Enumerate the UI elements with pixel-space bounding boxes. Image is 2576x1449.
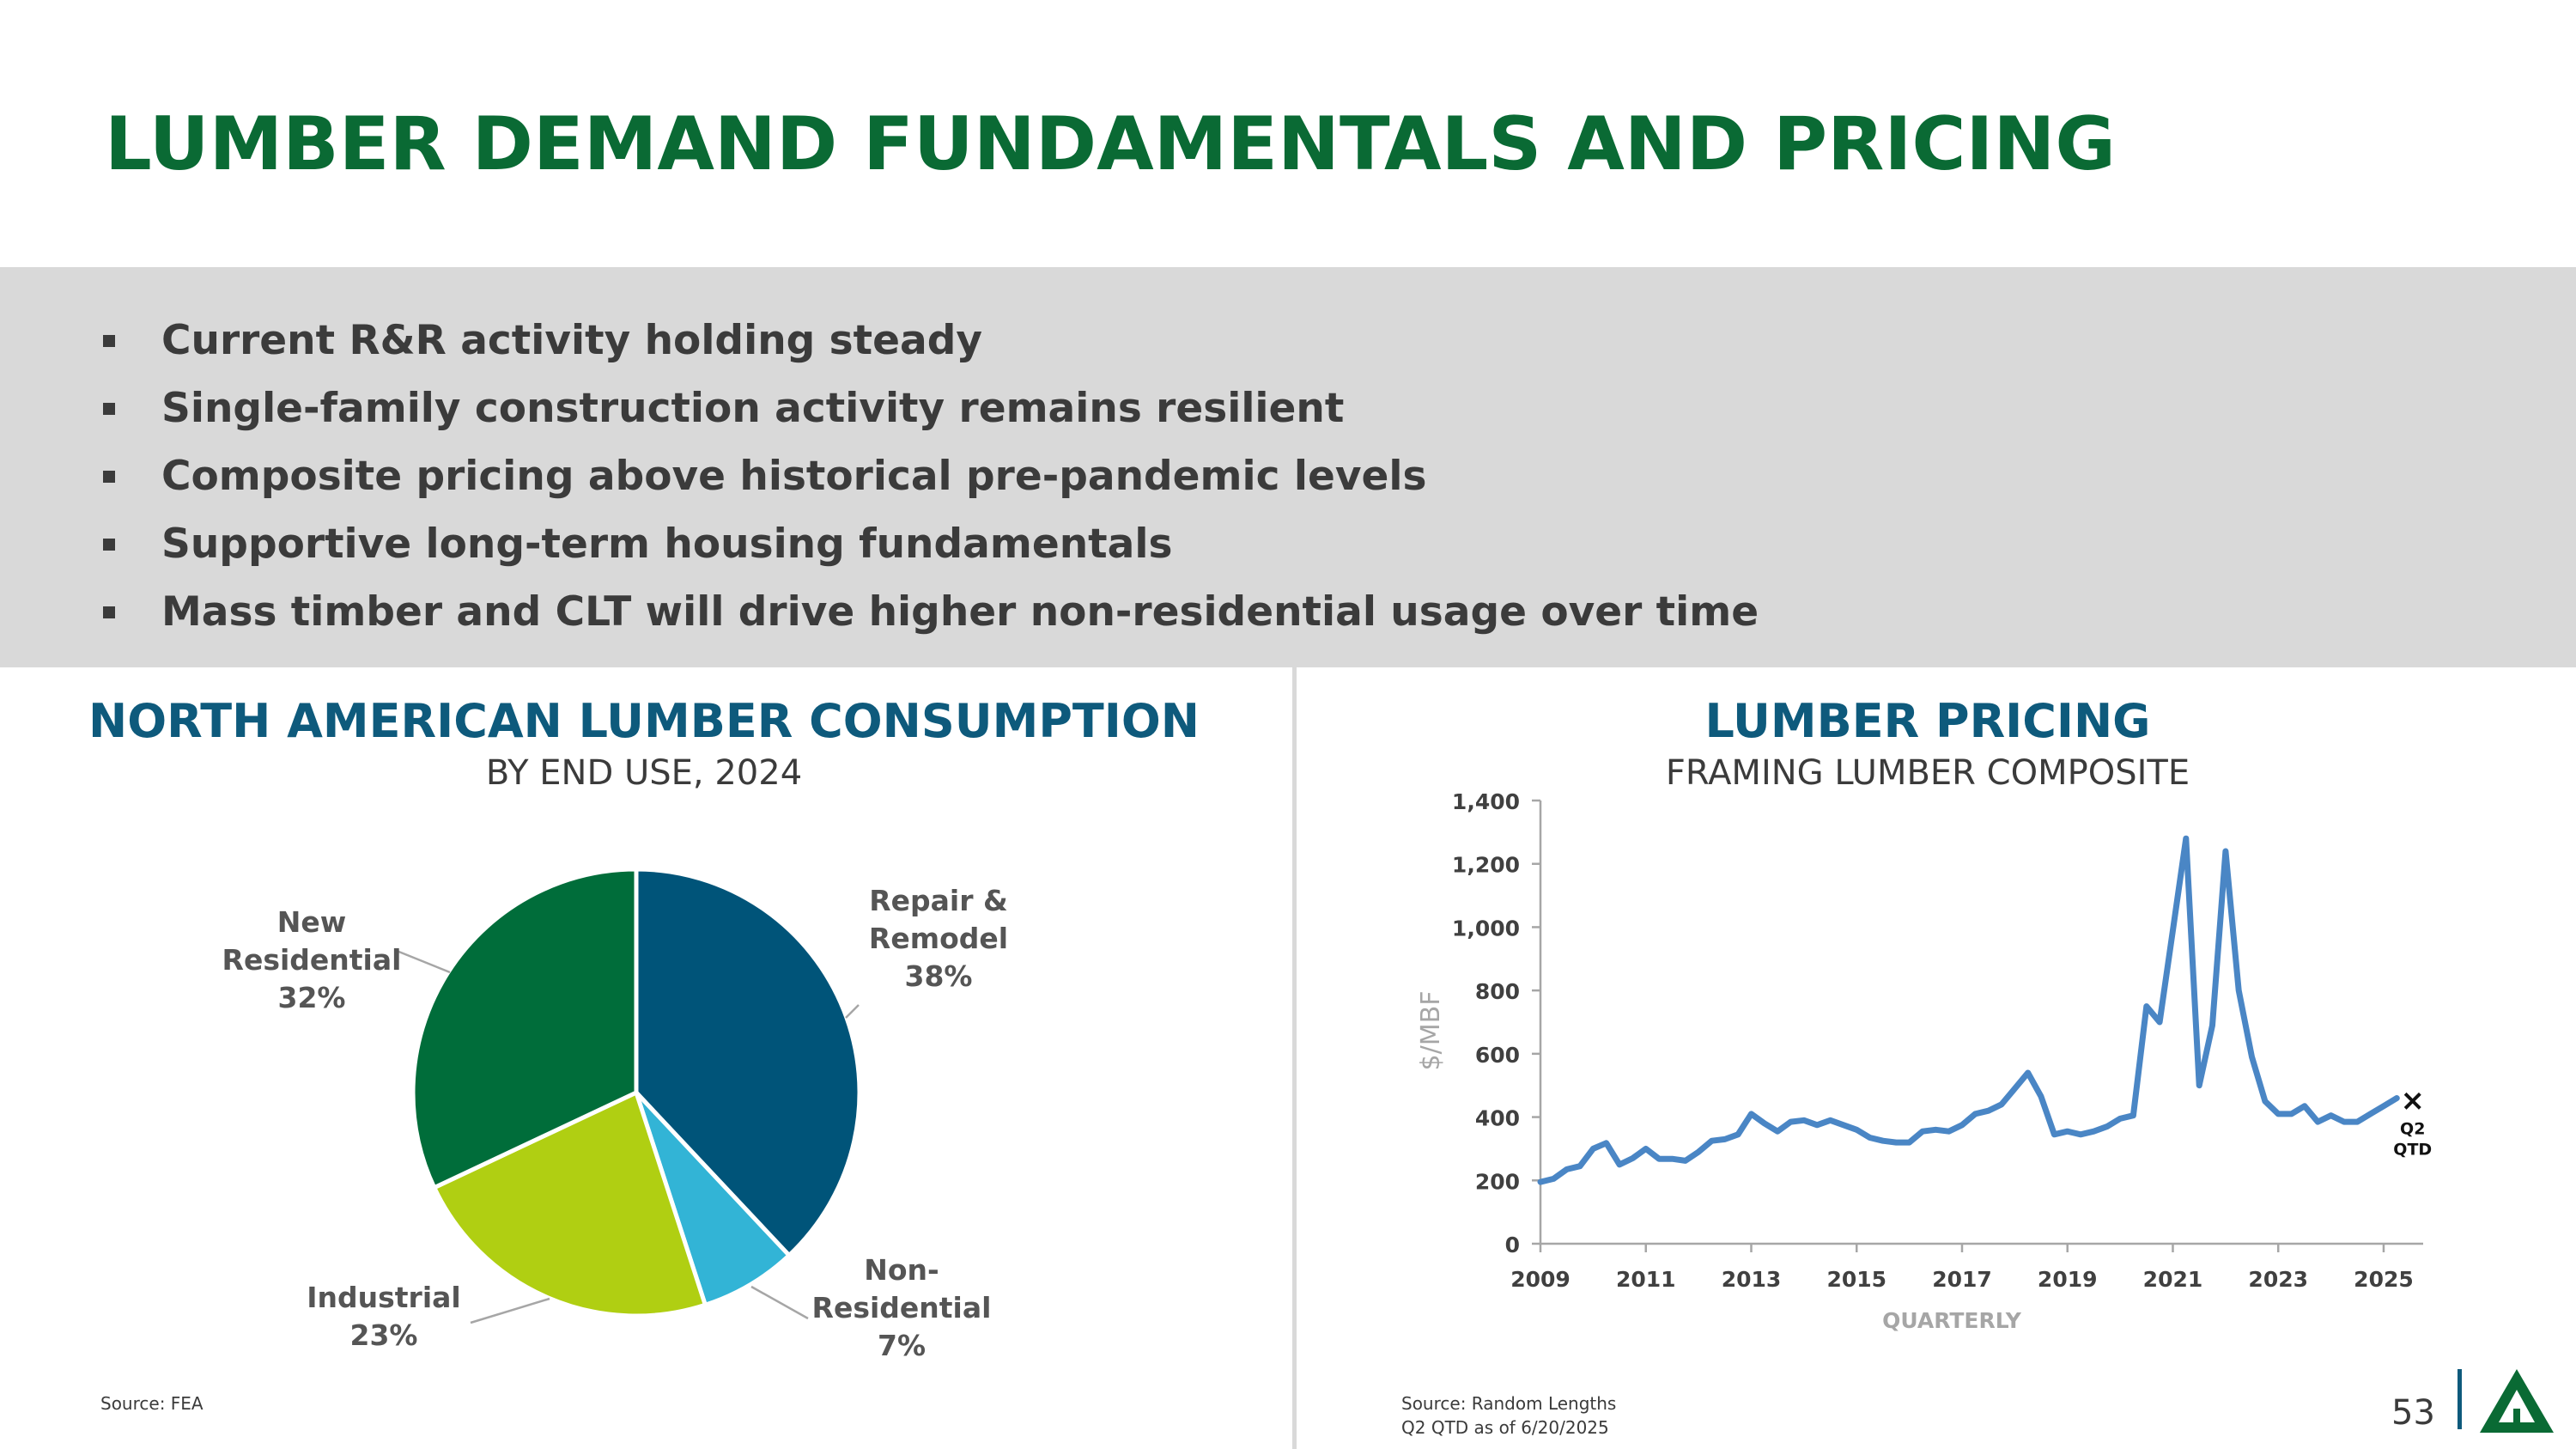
pie-leader-line — [470, 1297, 550, 1324]
bullet-panel: Current R&R activity holding steady Sing… — [0, 267, 2576, 667]
price-series-line — [1537, 835, 2400, 1185]
pie-slice — [431, 1089, 708, 1318]
x-tick-label: 2023 — [2248, 1267, 2308, 1292]
pie-slice — [634, 867, 862, 1259]
x-tick-label: 2011 — [1616, 1267, 1676, 1292]
pie-slice — [410, 867, 639, 1191]
y-tick-label: 1,200 — [1452, 853, 1520, 878]
panel-divider — [1292, 667, 1297, 1449]
bullet-square-icon — [103, 403, 115, 415]
pie-leader-line — [750, 1285, 809, 1320]
tree-logo-icon — [2480, 1369, 2554, 1433]
bullet-item: Composite pricing above historical pre-p… — [101, 442, 1759, 510]
x-tick-label: 2015 — [1826, 1267, 1886, 1292]
logo-divider — [2458, 1369, 2462, 1429]
x-tick-label: 2013 — [1722, 1267, 1782, 1292]
x-tick-label: 2021 — [2143, 1267, 2203, 1292]
x-tick-label: 2009 — [1510, 1267, 1571, 1292]
y-tick-label: 0 — [1505, 1233, 1520, 1257]
bullet-square-icon — [103, 606, 115, 618]
pie-slice-label: Repair & Remodel 38% — [869, 884, 1008, 993]
page-title: LUMBER DEMAND FUNDAMENTALS AND PRICING — [105, 101, 2116, 187]
y-axis-label: $/MBF — [1416, 991, 1446, 1071]
bullet-item: Supportive long-term housing fundamental… — [101, 510, 1759, 578]
bullet-item: Mass timber and CLT will drive higher no… — [101, 578, 1759, 646]
pie-slice — [634, 1091, 793, 1308]
y-tick-label: 1,000 — [1452, 916, 1520, 941]
pie-slice-label: Industrial 23% — [307, 1281, 460, 1352]
bullet-text: Supportive long-term housing fundamental… — [161, 521, 1173, 568]
bullet-list: Current R&R activity holding steady Sing… — [101, 307, 1759, 646]
line-source-line: Source: Random Lengths — [1401, 1393, 1617, 1414]
y-tick-label: 800 — [1475, 979, 1520, 1004]
pie-leader-line — [845, 1004, 860, 1019]
q2-qtd-marker: × — [2400, 1083, 2425, 1117]
pie-chart-subtitle: BY END USE, 2024 — [485, 753, 803, 793]
x-tick-label: 2025 — [2354, 1267, 2414, 1292]
y-tick-label: 400 — [1475, 1106, 1520, 1131]
page-number: 53 — [2391, 1393, 2435, 1433]
x-tick-label: 2019 — [2038, 1267, 2098, 1292]
bullet-square-icon — [103, 471, 115, 483]
y-tick-label: 200 — [1475, 1169, 1520, 1194]
bullet-item: Current R&R activity holding steady — [101, 307, 1759, 374]
line-chart-title: LUMBER PRICING — [1704, 694, 2151, 748]
line-source-note: Source: Random Lengths Q2 QTD as of 6/20… — [1401, 1391, 1616, 1440]
pie-chart-title: NORTH AMERICAN LUMBER CONSUMPTION — [88, 694, 1200, 748]
pie-source-note: Source: FEA — [100, 1393, 204, 1414]
pie-slice-label: New Residential 32% — [222, 905, 402, 1014]
bullet-text: Current R&R activity holding steady — [161, 317, 982, 364]
x-tick-label: 2017 — [1932, 1267, 1992, 1292]
line-chart-subtitle: FRAMING LUMBER COMPOSITE — [1665, 753, 2190, 793]
y-tick-label: 1,400 — [1452, 789, 1520, 814]
pie-leader-line — [396, 949, 451, 974]
bullet-square-icon — [103, 335, 115, 347]
q2-qtd-label: Q2 QTD — [2393, 1119, 2432, 1159]
y-tick-label: 600 — [1475, 1043, 1520, 1068]
bullet-item: Single-family construction activity rema… — [101, 374, 1759, 442]
bullet-square-icon — [103, 539, 115, 551]
bullet-text: Single-family construction activity rema… — [161, 385, 1345, 432]
bullet-text: Composite pricing above historical pre-p… — [161, 453, 1427, 500]
bullet-text: Mass timber and CLT will drive higher no… — [161, 588, 1759, 636]
pie-slice-label: Non-Residential 7% — [812, 1253, 992, 1362]
line-source-date: Q2 QTD as of 6/20/2025 — [1401, 1417, 1609, 1438]
x-axis-label: QUARTERLY — [1882, 1308, 2022, 1333]
